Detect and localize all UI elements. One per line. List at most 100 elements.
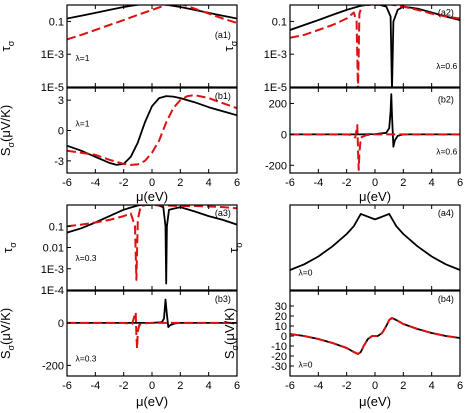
y-tick-label: -3 xyxy=(54,156,64,168)
panel-label: (b4) xyxy=(438,294,454,304)
plot-frame xyxy=(66,4,238,88)
solid-black-series-line xyxy=(290,5,460,87)
x-axis-label: μ(eV) xyxy=(359,189,391,204)
x-tick-label: 0 xyxy=(372,177,378,189)
lambda-label: λ=0.6 xyxy=(436,61,457,71)
y-tick-label: 0.1 xyxy=(49,221,64,233)
solid-black-series-line xyxy=(290,213,460,271)
y-tick-label: -30 xyxy=(271,361,287,373)
panel-b3: -6 -4 -2 0 2 4 6 -200 0 (b3) λ=0.3 Sσ(μV/K) μ(eV) xyxy=(0,290,240,409)
y-axis-label: Sσ(μV/K) xyxy=(0,105,16,156)
y-axis-label: τσ xyxy=(0,242,18,253)
panel-label: (a3) xyxy=(215,208,231,218)
panel-label: (a4) xyxy=(438,208,454,218)
y-tick-label: 0.1 xyxy=(49,16,64,28)
x-tick-label: 6 xyxy=(234,380,240,392)
panel-label: (b1) xyxy=(215,91,231,101)
x-tick-label: 4 xyxy=(429,380,435,392)
solid-black-series-line xyxy=(67,95,237,166)
dashed-red-series-line xyxy=(67,5,237,41)
panel-b2: -200 0 200 (b2) λ=0.6 xyxy=(265,87,461,174)
panel-label: (a2) xyxy=(438,8,454,18)
y-tick-label: 1E-3 xyxy=(41,49,64,61)
x-tick-label: -6 xyxy=(62,177,72,189)
x-tick-label: -4 xyxy=(90,380,100,392)
series-group xyxy=(290,5,460,87)
y-tick-label: 3 xyxy=(58,95,64,107)
x-axis-label: μ(eV) xyxy=(136,189,168,204)
plot-frame xyxy=(66,87,238,174)
x-tick-label: 6 xyxy=(457,177,463,189)
panel-b1: -3 0 3 (b1) λ=1 Sσ(μV/K) xyxy=(0,87,238,174)
y-tick-label: 30 xyxy=(275,301,287,313)
y-tick-label: 1E-5 xyxy=(264,82,287,94)
panel-label: (a1) xyxy=(215,30,231,40)
y-tick-label: -20 xyxy=(271,351,287,363)
x-tick-label: 4 xyxy=(206,380,212,392)
x-axis-label: μ(eV) xyxy=(136,394,168,409)
panel-a2: 1E-5 1E-3 0.1 (a2) λ=0.6 τσ xyxy=(221,4,461,94)
series-group xyxy=(290,317,460,355)
y-axis-label: τσ xyxy=(226,242,244,253)
y-tick-label: 1E-5 xyxy=(41,82,64,94)
y-tick-label: 0 xyxy=(281,331,287,343)
x-tick-label: -2 xyxy=(119,380,129,392)
x-tick-label: 2 xyxy=(400,380,406,392)
panel-a1: 1E-5 1E-3 0.1 (a1) λ=1 τσ xyxy=(0,4,238,94)
x-tick-label: 0 xyxy=(149,380,155,392)
y-tick-label: 20 xyxy=(275,311,287,323)
panel-label: (b3) xyxy=(215,294,231,304)
y-axis-label: Sσ(μV/K) xyxy=(0,308,16,359)
series-group xyxy=(290,213,460,271)
panel-label: (b2) xyxy=(438,94,454,104)
y-tick-label: 0 xyxy=(58,318,64,330)
plot-frame xyxy=(289,204,461,291)
x-tick-label: 2 xyxy=(400,177,406,189)
lambda-label: λ=1 xyxy=(76,118,90,128)
y-tick-label: 0.1 xyxy=(272,16,287,28)
x-tick-label: -4 xyxy=(313,380,323,392)
x-tick-label: -2 xyxy=(342,380,352,392)
solid-black-series-line xyxy=(67,205,237,285)
y-tick-label: 10 xyxy=(275,321,287,333)
dashed-red-series-line xyxy=(67,311,237,350)
panel-a4: (a4) λ=0 τσ xyxy=(226,204,461,291)
y-axis-label: τσ xyxy=(0,40,16,51)
y-tick-label: -10 xyxy=(271,341,287,353)
series-group xyxy=(67,298,237,350)
y-tick-label: 200 xyxy=(269,98,287,110)
y-tick-label: 0 xyxy=(58,126,64,138)
x-tick-label: 2 xyxy=(177,177,183,189)
plot-frame xyxy=(289,87,461,174)
x-tick-label: 6 xyxy=(457,380,463,392)
y-tick-label: 1E-4 xyxy=(41,285,64,297)
y-axis-label: Sσ(μV/K) xyxy=(222,308,240,359)
y-tick-label: 1E-3 xyxy=(264,49,287,61)
x-tick-label: 0 xyxy=(372,380,378,392)
y-tick-label: 0 xyxy=(281,129,287,141)
dashed-red-series-line xyxy=(290,317,460,355)
dashed-red-series-line xyxy=(67,94,237,166)
x-tick-label: -2 xyxy=(119,177,129,189)
solid-black-series-line xyxy=(290,93,460,148)
lambda-label: λ=0 xyxy=(299,268,313,278)
lambda-label: λ=0.3 xyxy=(76,253,97,263)
x-axis-label: μ(eV) xyxy=(359,394,391,409)
lambda-label: λ=0.3 xyxy=(76,354,97,364)
x-tick-label: -2 xyxy=(342,177,352,189)
x-tick-label: -6 xyxy=(285,177,295,189)
plot-frame xyxy=(289,4,461,88)
panel-b4: -6 -4 -2 0 2 4 6-30-20-100102030(b4)λ=0Sσ(μV/K… xyxy=(222,290,463,409)
series-group xyxy=(67,5,237,41)
x-tick-label: -4 xyxy=(90,177,100,189)
series-group xyxy=(67,94,237,166)
lambda-label: λ=1 xyxy=(76,53,90,63)
dashed-red-series-line xyxy=(290,5,460,87)
x-tick-label: 6 xyxy=(234,177,240,189)
x-tick-label: 2 xyxy=(177,380,183,392)
x-tick-label: -6 xyxy=(285,380,295,392)
y-tick-label: -200 xyxy=(42,360,64,372)
row1-xaxis: -6 -4 -2 0 2 4 6 μ(eV) xyxy=(62,177,240,204)
series-group xyxy=(67,205,237,285)
